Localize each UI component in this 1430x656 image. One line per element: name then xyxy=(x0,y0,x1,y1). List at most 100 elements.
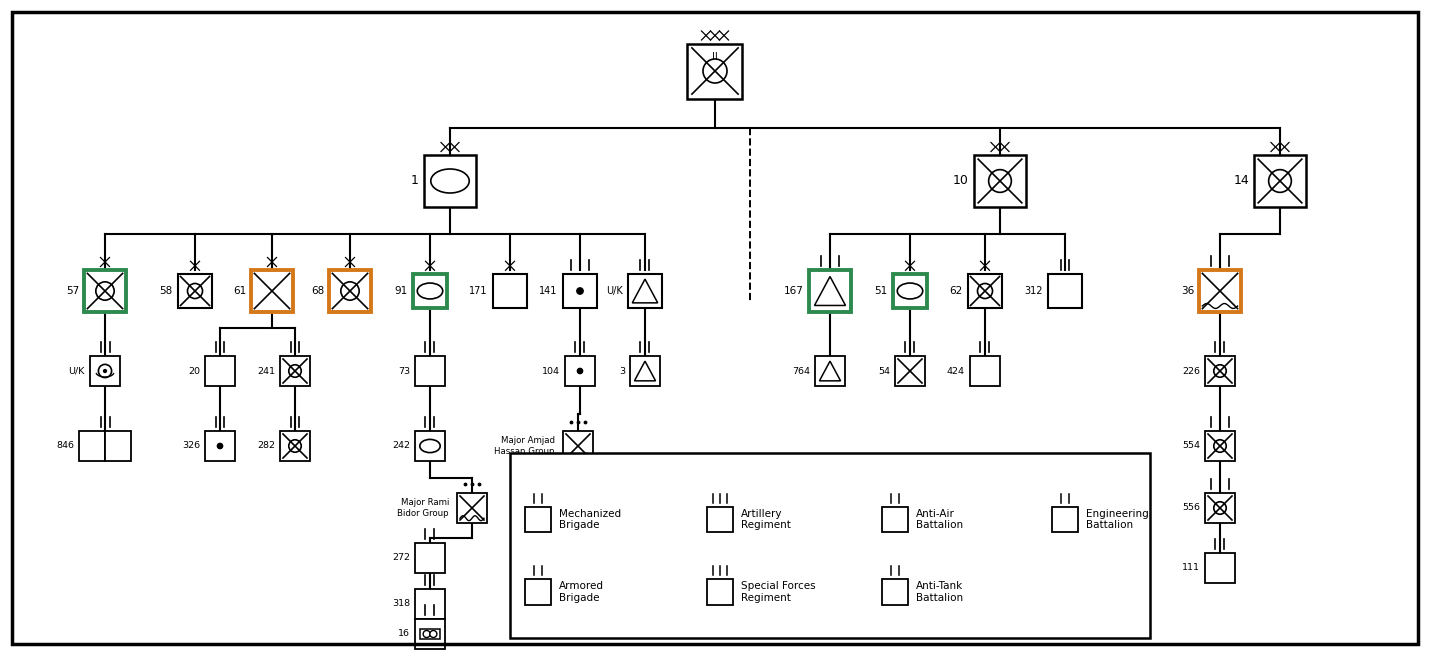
Bar xyxy=(1205,356,1236,386)
Bar xyxy=(84,270,126,312)
Text: 282: 282 xyxy=(257,441,275,451)
Bar xyxy=(1198,270,1241,312)
Bar xyxy=(628,274,662,308)
Text: 10: 10 xyxy=(954,174,970,188)
Bar xyxy=(415,431,445,461)
Bar xyxy=(1052,507,1078,533)
Bar xyxy=(415,589,445,619)
Text: 51: 51 xyxy=(875,286,888,296)
Bar xyxy=(882,507,908,533)
Bar xyxy=(1205,431,1236,461)
Bar xyxy=(511,453,1150,638)
Bar xyxy=(892,274,927,308)
Text: 241: 241 xyxy=(257,367,275,375)
Text: 556: 556 xyxy=(1183,504,1200,512)
Text: 20: 20 xyxy=(187,367,200,375)
Bar xyxy=(1254,155,1306,207)
Circle shape xyxy=(423,630,430,638)
Circle shape xyxy=(576,288,583,294)
Text: Special Forces
Regiment: Special Forces Regiment xyxy=(741,581,815,603)
Bar xyxy=(415,543,445,573)
Bar xyxy=(280,431,310,461)
Text: Major Amjad
Hassan Group: Major Amjad Hassan Group xyxy=(495,436,555,457)
Text: Mechanized
Brigade: Mechanized Brigade xyxy=(559,509,621,531)
Text: 764: 764 xyxy=(792,367,809,375)
Circle shape xyxy=(103,369,106,373)
Text: 1: 1 xyxy=(412,174,419,188)
Bar xyxy=(415,356,445,386)
Text: Anti-Tank
Battalion: Anti-Tank Battalion xyxy=(915,581,962,603)
Text: 167: 167 xyxy=(784,286,804,296)
Bar xyxy=(329,270,370,312)
Bar xyxy=(815,356,845,386)
Text: 36: 36 xyxy=(1181,286,1194,296)
Text: 14: 14 xyxy=(1233,174,1248,188)
Bar xyxy=(458,493,488,523)
Circle shape xyxy=(894,518,897,521)
Text: 73: 73 xyxy=(398,367,410,375)
Circle shape xyxy=(715,515,725,524)
Circle shape xyxy=(430,630,438,638)
Circle shape xyxy=(1060,517,1065,523)
Text: Armored
Brigade: Armored Brigade xyxy=(559,581,603,603)
Bar xyxy=(563,431,593,461)
Bar xyxy=(1057,515,1072,524)
Text: Anti-Air
Battalion: Anti-Air Battalion xyxy=(915,509,962,531)
Bar xyxy=(809,270,851,312)
Text: U/K: U/K xyxy=(69,367,84,375)
Bar xyxy=(177,274,212,308)
Text: 226: 226 xyxy=(1183,367,1200,375)
Bar xyxy=(974,155,1025,207)
Text: 54: 54 xyxy=(878,367,889,375)
Text: U/K: U/K xyxy=(606,286,623,296)
Text: Major Rami
Bidor Group: Major Rami Bidor Group xyxy=(398,498,449,518)
Bar xyxy=(420,628,439,640)
Text: 62: 62 xyxy=(950,286,962,296)
Bar xyxy=(204,356,235,386)
Circle shape xyxy=(1065,517,1071,523)
Text: 424: 424 xyxy=(947,367,965,375)
Text: Artillery
Regiment: Artillery Regiment xyxy=(741,509,791,531)
Circle shape xyxy=(578,369,582,374)
Circle shape xyxy=(217,443,223,449)
Text: 58: 58 xyxy=(160,286,173,296)
Text: 3: 3 xyxy=(619,367,625,375)
Text: 272: 272 xyxy=(392,554,410,562)
Bar xyxy=(204,431,235,461)
Bar xyxy=(525,507,551,533)
Bar xyxy=(252,270,293,312)
Bar xyxy=(688,43,742,98)
Text: 846: 846 xyxy=(56,441,74,451)
Text: II: II xyxy=(712,52,718,62)
Bar xyxy=(425,155,476,207)
Text: 91: 91 xyxy=(395,286,408,296)
Text: 326: 326 xyxy=(182,441,200,451)
Bar xyxy=(1048,274,1083,308)
Bar xyxy=(415,619,445,649)
Bar xyxy=(970,356,1000,386)
Text: 171: 171 xyxy=(469,286,488,296)
Text: 57: 57 xyxy=(66,286,79,296)
Text: 312: 312 xyxy=(1024,286,1042,296)
Bar xyxy=(708,579,732,604)
Bar xyxy=(882,579,908,604)
Bar xyxy=(413,274,448,308)
Text: 111: 111 xyxy=(1183,564,1200,573)
Text: 554: 554 xyxy=(1183,441,1200,451)
Text: 141: 141 xyxy=(539,286,558,296)
Bar xyxy=(895,356,925,386)
Text: 318: 318 xyxy=(392,600,410,609)
Bar xyxy=(493,274,528,308)
Bar xyxy=(631,356,661,386)
Text: 104: 104 xyxy=(542,367,561,375)
Text: Engineering
Battalion: Engineering Battalion xyxy=(1085,509,1148,531)
Text: 242: 242 xyxy=(392,441,410,451)
Bar xyxy=(280,356,310,386)
Bar xyxy=(104,431,132,461)
Bar xyxy=(79,431,104,461)
Text: 16: 16 xyxy=(398,630,410,638)
Text: 61: 61 xyxy=(233,286,246,296)
Bar xyxy=(525,579,551,604)
Bar xyxy=(968,274,1002,308)
Bar xyxy=(1205,553,1236,583)
